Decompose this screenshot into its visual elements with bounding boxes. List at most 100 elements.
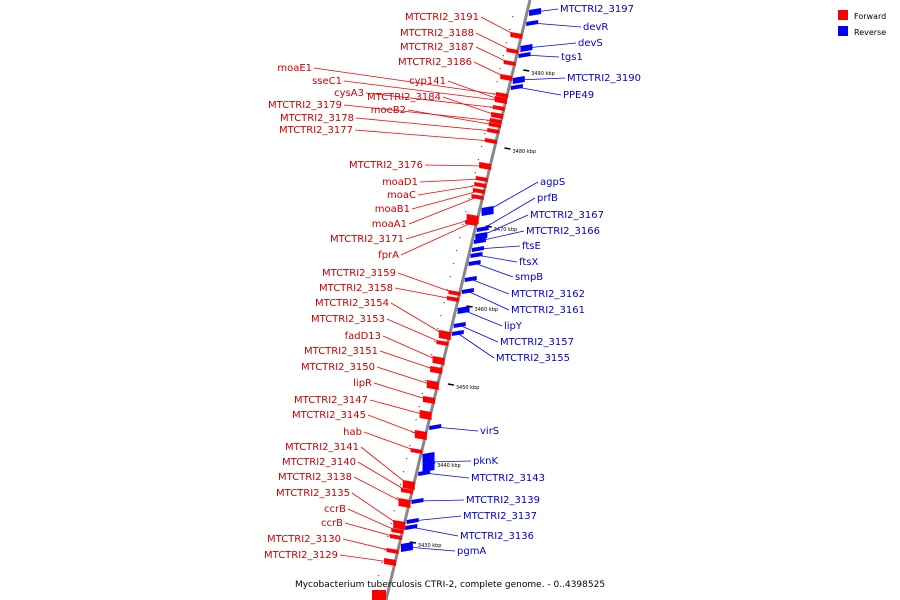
- backbone-marker: [434, 341, 436, 343]
- forward-leader-line: [376, 366, 433, 386]
- backbone-marker: [412, 432, 414, 434]
- reverse-leader-lines: [406, 8, 582, 552]
- forward-gene-label: MTCTRI2_3138: [278, 472, 352, 483]
- backbone-marker: [477, 159, 480, 161]
- forward-leader-line: [390, 302, 446, 336]
- reverse-gene-label: pgmA: [457, 546, 486, 557]
- forward-leader-line: [354, 129, 491, 142]
- forward-gene-label: MTCTRI2_3153: [311, 314, 385, 325]
- forward-gene-label: MTCTRI2_3151: [304, 346, 378, 357]
- forward-gene-label: ccrB: [321, 518, 343, 529]
- forward-gene-label: MTCTRI2_3158: [319, 283, 393, 294]
- backbone-marker: [443, 302, 445, 304]
- reverse-gene-label: MTCTRI2_3157: [500, 337, 574, 348]
- reverse-gene-label: virS: [480, 426, 499, 437]
- backbone-marker: [459, 237, 461, 239]
- legend: Forward Reverse: [838, 10, 886, 37]
- forward-leader-line: [397, 272, 455, 294]
- reverse-gene-labels: MTCTRI2_3197 devR devS tgs1 MTCTRI2_3190 PPE4…: [457, 4, 641, 557]
- backbone-marker: [452, 263, 455, 265]
- reverse-gene-label: ftsE: [522, 241, 541, 252]
- reverse-gene-label: PPE49: [563, 90, 594, 101]
- forward-gene-label: MTCTRI2_3171: [330, 234, 404, 245]
- reverse-leader-line: [423, 472, 470, 479]
- backbone-marker: [424, 380, 426, 382]
- backbone-marker: [462, 224, 464, 226]
- forward-gene-label: MTCTRI2_3179: [268, 100, 342, 111]
- backbone-marker: [418, 406, 420, 408]
- forward-leader-line: [343, 80, 501, 101]
- reverse-gene-label: tgs1: [561, 52, 583, 63]
- backbone-marker: [409, 445, 411, 447]
- reverse-leader-line: [462, 309, 503, 327]
- forward-leader-line: [475, 46, 510, 64]
- reverse-gene-label: MTCTRI2_3162: [511, 289, 585, 300]
- backbone-marker: [378, 575, 380, 577]
- reverse-leader-line: [473, 262, 514, 278]
- scale-tick-label: 3490 kbp: [531, 71, 555, 77]
- forward-gene-label: MTCTRI2_3140: [282, 457, 356, 468]
- backbone-marker: [512, 16, 514, 18]
- reverse-leader-line: [477, 245, 521, 250]
- reverse-leader-line: [475, 254, 518, 263]
- backbone-marker: [505, 42, 508, 44]
- reverse-leader-line: [457, 332, 495, 359]
- scale-tick-label: 3460 kbp: [475, 307, 499, 313]
- reverse-gene-label: MTCTRI2_3190: [567, 73, 641, 84]
- reverse-leader-line: [482, 197, 536, 230]
- legend-reverse-swatch: [838, 26, 848, 36]
- forward-gene-label: sseC1: [312, 76, 342, 87]
- reverse-gene-label: smpB: [515, 272, 543, 283]
- forward-gene-label: ccrB: [324, 504, 346, 515]
- backbone-marker: [396, 497, 398, 499]
- backbone-marker: [446, 289, 448, 291]
- forward-leader-line: [442, 96, 498, 116]
- backbone-marker: [390, 523, 392, 525]
- forward-gene-label: moaD1: [382, 177, 418, 188]
- forward-leader-line: [373, 382, 430, 401]
- forward-gene-labels: MTCTRI2_3191 MTCTRI2_3188 MTCTRI2_3187 MTCT…: [264, 12, 479, 561]
- scale-tick-label: 3430 kbp: [418, 543, 442, 549]
- forward-leader-line: [411, 190, 479, 210]
- scale-tick-label: 3450 kbp: [456, 385, 480, 391]
- reverse-leader-line: [406, 546, 456, 552]
- scale-tick-label: 3480 kbp: [512, 149, 536, 155]
- backbone-marker: [449, 276, 451, 278]
- reverse-leader-line: [480, 214, 529, 237]
- forward-gene-label: cyp141: [409, 76, 446, 87]
- backbone-marker: [493, 94, 495, 96]
- reverse-leader-line: [434, 426, 479, 432]
- forward-leader-line: [447, 80, 502, 101]
- reverse-leader-line: [416, 499, 465, 502]
- backbone-marker: [499, 68, 501, 70]
- reverse-leader-line: [523, 54, 560, 58]
- forward-gene-label: cysA3: [334, 88, 364, 99]
- forward-leader-line: [405, 218, 473, 240]
- scale-tick-label: 3440 kbp: [437, 463, 461, 469]
- reverse-leader-line: [516, 86, 562, 96]
- forward-leader-line: [363, 431, 417, 452]
- reverse-gene-label: ftsX: [519, 257, 538, 268]
- forward-gene-label: fprA: [378, 250, 399, 261]
- backbone-marker: [437, 328, 439, 330]
- forward-leader-line: [386, 318, 443, 344]
- reverse-leader-line: [479, 230, 525, 242]
- forward-leader-line: [342, 538, 393, 552]
- backbone-marker: [399, 484, 402, 486]
- reverse-gene-label: devS: [578, 38, 603, 49]
- reverse-gene-label: devR: [583, 22, 608, 33]
- reverse-gene-label: MTCTRI2_3143: [471, 473, 545, 484]
- reverse-leader-line: [486, 181, 539, 212]
- backbone-marker: [384, 549, 386, 551]
- forward-leader-line: [357, 461, 408, 492]
- reverse-leader-line: [531, 22, 582, 28]
- reverse-gene-label: MTCTRI2_3197: [560, 4, 634, 15]
- forward-gene-label: fadD13: [345, 331, 381, 342]
- backbone-markers: [378, 16, 514, 577]
- reverse-gene-label: MTCTRI2_3136: [460, 531, 534, 542]
- forward-gene-label: moeB2: [371, 105, 406, 116]
- backbone-marker: [465, 211, 467, 213]
- forward-gene-label: MTCTRI2_3159: [322, 268, 396, 279]
- forward-gene-label: lipR: [353, 378, 372, 389]
- backbone-marker: [474, 172, 476, 174]
